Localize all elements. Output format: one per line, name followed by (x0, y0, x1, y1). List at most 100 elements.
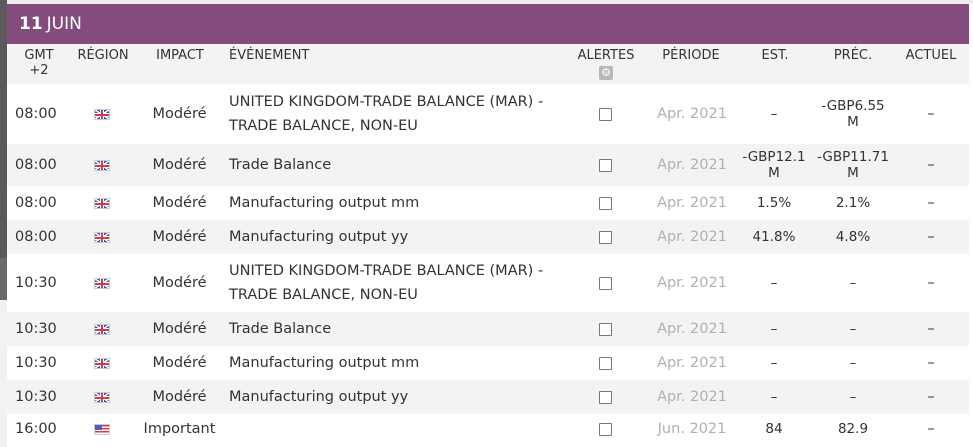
col-region: RÉGION (77, 48, 129, 63)
alert-checkbox[interactable] (598, 158, 612, 172)
actual-value: – (927, 195, 935, 211)
table-row[interactable]: 10:30 Modéré UNITED KINGDOM-TRADE BALANCE … (7, 254, 969, 312)
table-row[interactable]: 08:00 Modéré Manufacturing output mm Apr. 2… (7, 186, 969, 220)
event-name[interactable]: Manufacturing output yy (229, 229, 409, 245)
previous-value: -GBP6.55 M (821, 98, 885, 130)
estimate-value: 41.8% (752, 229, 796, 245)
alert-cell (587, 186, 623, 220)
left-scroll-edge (0, 0, 7, 447)
event-period: Apr. 2021 (657, 389, 727, 405)
region-cell (93, 144, 111, 186)
table-row[interactable]: 08:00 Modéré UNITED KINGDOM-TRADE BALANCE … (7, 84, 969, 144)
alert-cell (587, 220, 623, 254)
top-strip (0, 0, 973, 4)
event-period: Apr. 2021 (657, 229, 727, 245)
region-cell (93, 346, 111, 380)
event-name[interactable]: Manufacturing output mm (229, 195, 420, 211)
impact-label: Modéré (152, 106, 207, 122)
actual-value: – (927, 229, 935, 245)
event-period: Apr. 2021 (657, 195, 727, 211)
estimate-value: – (770, 389, 778, 405)
impact-label: Modéré (152, 157, 207, 173)
estimate-value: – (770, 106, 778, 122)
previous-value: – (849, 355, 857, 371)
event-time: 10:30 (15, 321, 57, 337)
event-name[interactable]: Trade Balance (229, 157, 332, 173)
actual-value: – (927, 157, 935, 173)
uk-flag-icon (94, 277, 110, 289)
event-name[interactable] (229, 414, 564, 444)
event-name[interactable]: Trade Balance (229, 321, 332, 337)
day-header: 11 JUIN (7, 4, 969, 44)
region-cell (93, 312, 111, 346)
col-alerts: ALERTES ⚙ (573, 48, 639, 80)
table-row[interactable]: 10:30 Modéré Trade Balance Apr. 2021 – – – (7, 312, 969, 346)
col-actual: ACTUEL (905, 48, 957, 63)
event-name[interactable]: UNITED KINGDOM-TRADE BALANCE (MAR) - TRA… (229, 94, 544, 134)
table-row[interactable]: 08:00 Modéré Trade Balance Apr. 2021 -GBP12.… (7, 144, 969, 186)
alert-cell (587, 346, 623, 380)
day-month: JUIN (46, 14, 82, 34)
estimate-value: 84 (765, 421, 783, 437)
impact-label: Modéré (152, 195, 207, 211)
region-cell (93, 414, 111, 444)
gear-icon[interactable]: ⚙ (599, 66, 613, 80)
col-est: EST. (761, 48, 789, 63)
col-impact: IMPACT (156, 48, 204, 63)
event-period: Apr. 2021 (657, 275, 727, 291)
event-name[interactable]: Manufacturing output mm (229, 355, 420, 371)
alert-checkbox[interactable] (598, 422, 612, 436)
region-cell (93, 84, 111, 144)
alert-checkbox[interactable] (598, 196, 612, 210)
col-event: ÉVÉNEMENT (229, 48, 310, 63)
table-row[interactable]: 10:30 Modéré Manufacturing output yy Apr. 2… (7, 380, 969, 414)
column-headers: GMT +2 RÉGION IMPACT ÉVÉNEMENT ALERTES ⚙… (7, 44, 969, 84)
uk-flag-icon (94, 197, 110, 209)
actual-value: – (927, 421, 935, 437)
previous-value: 2.1% (835, 195, 871, 211)
alert-cell (587, 254, 623, 312)
col-alerts-label: ALERTES (577, 48, 635, 63)
event-name[interactable]: UNITED KINGDOM-TRADE BALANCE (MAR) - TRA… (229, 263, 544, 303)
alert-checkbox[interactable] (598, 356, 612, 370)
alert-checkbox[interactable] (598, 230, 612, 244)
event-time: 08:00 (15, 106, 57, 122)
impact-label: Modéré (152, 275, 207, 291)
uk-flag-icon (94, 323, 110, 335)
table-row[interactable]: 10:30 Modéré Manufacturing output mm Apr. 2… (7, 346, 969, 380)
col-period: PÉRIODE (662, 48, 720, 63)
alert-checkbox[interactable] (598, 107, 612, 121)
us-flag-icon (94, 423, 110, 435)
alert-cell (587, 84, 623, 144)
event-period: Apr. 2021 (657, 355, 727, 371)
actual-value: – (927, 275, 935, 291)
event-time: 08:00 (15, 229, 57, 245)
event-name[interactable]: Manufacturing output yy (229, 389, 409, 405)
event-time: 08:00 (15, 195, 57, 211)
col-prec: PRÉC. (833, 48, 873, 63)
event-period: Jun. 2021 (657, 421, 727, 437)
impact-label: Modéré (152, 321, 207, 337)
alert-checkbox[interactable] (598, 390, 612, 404)
actual-value: – (927, 321, 935, 337)
events-table: 08:00 Modéré UNITED KINGDOM-TRADE BALANCE … (7, 84, 969, 444)
uk-flag-icon (94, 108, 110, 120)
estimate-value: 1.5% (756, 195, 792, 211)
impact-label: Modéré (152, 389, 207, 405)
alert-checkbox[interactable] (598, 322, 612, 336)
table-row[interactable]: 16:00 Important Jun. 2021 84 82.9 – (7, 414, 969, 444)
table-row[interactable]: 08:00 Modéré Manufacturing output yy Apr. 2… (7, 220, 969, 254)
impact-label: Modéré (152, 355, 207, 371)
alert-checkbox[interactable] (598, 276, 612, 290)
estimate-value: – (770, 355, 778, 371)
actual-value: – (927, 106, 935, 122)
impact-label: Important (143, 421, 216, 437)
day-number: 11 (19, 14, 43, 34)
alert-cell (587, 312, 623, 346)
alert-cell (587, 380, 623, 414)
uk-flag-icon (94, 391, 110, 403)
event-time: 10:30 (15, 389, 57, 405)
previous-value: -GBP11.71 M (817, 149, 889, 181)
alert-cell (587, 144, 623, 186)
region-cell (93, 254, 111, 312)
